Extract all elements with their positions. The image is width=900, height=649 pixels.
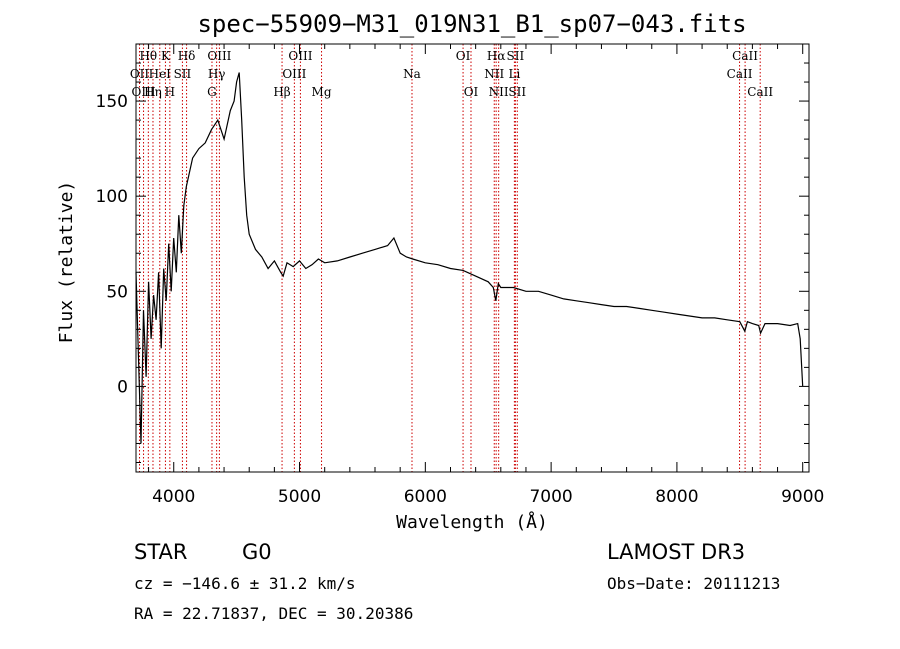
x-axis-label: Wavelength (Å) <box>396 511 548 533</box>
coordinates: RA = 22.71837, DEC = 30.20386 <box>134 604 413 623</box>
marker-label-8: Hδ <box>178 49 196 63</box>
marker-label-4: HeI <box>149 67 172 81</box>
marker-label-27: CaII <box>747 85 773 99</box>
marker-label-3: Hη <box>144 85 162 99</box>
x-tick-label-8000: 8000 <box>655 487 698 507</box>
marker-label-15: Mg <box>312 85 332 99</box>
marker-label-25: CaII <box>727 67 753 81</box>
marker-label-20: Hα <box>487 49 506 63</box>
x-axis-ticks: 4000 5000 6000 7000 8000 9000 <box>148 44 824 507</box>
emission-line-markers <box>139 44 761 472</box>
emission-line-labels: HθOIIOIIIHηHeIKHSIIHδGHγOIIIHβOIIIOIIIMg… <box>130 49 773 99</box>
marker-label-18: OI <box>464 85 479 99</box>
x-tick-label-5000: 5000 <box>278 487 321 507</box>
spectrum-line <box>135 72 804 444</box>
x-tick-label-7000: 7000 <box>529 487 572 507</box>
object-class: STAR <box>134 540 187 564</box>
marker-label-22: Li <box>508 67 520 81</box>
redshift-info: cz = −146.6 ± 31.2 km/s <box>134 574 356 593</box>
marker-label-21: NII <box>489 85 509 99</box>
chart-title: spec−55909−M31_019N31_B1_sp07−043.fits <box>197 10 746 38</box>
marker-label-19: NII <box>484 67 504 81</box>
marker-label-12: Hβ <box>273 85 290 99</box>
x-tick-label-9000: 9000 <box>781 487 824 507</box>
marker-label-26: CaII <box>732 49 758 63</box>
observation-date: Obs−Date: 20111213 <box>607 574 780 593</box>
y-axis-ticks: 0 50 100 150 <box>96 43 809 463</box>
y-tick-label-100: 100 <box>96 187 128 207</box>
plot-frame <box>135 43 810 473</box>
marker-label-1: OII <box>130 67 150 81</box>
object-subclass: G0 <box>242 540 272 564</box>
marker-label-6: H <box>165 85 175 99</box>
x-tick-label-6000: 6000 <box>404 487 447 507</box>
marker-label-14: OIII <box>288 49 312 63</box>
survey-name: LAMOST DR3 <box>607 540 745 564</box>
marker-label-2: OIII <box>132 85 156 99</box>
x-tick-label-4000: 4000 <box>152 487 195 507</box>
y-tick-label-150: 150 <box>96 92 128 112</box>
marker-label-5: K <box>161 49 171 63</box>
marker-label-11: OIII <box>207 49 231 63</box>
marker-label-13: OIII <box>282 67 306 81</box>
marker-label-17: OI <box>456 49 471 63</box>
marker-label-0: Hθ <box>139 49 157 63</box>
y-tick-label-0: 0 <box>117 377 128 397</box>
marker-label-23: SII <box>507 49 525 63</box>
y-axis-label: Flux (relative) <box>56 181 77 344</box>
marker-label-10: Hγ <box>208 67 226 81</box>
marker-label-24: SII <box>508 85 526 99</box>
marker-label-7: SII <box>174 67 192 81</box>
marker-label-16: Na <box>403 67 421 81</box>
y-tick-label-50: 50 <box>106 282 128 302</box>
marker-label-9: G <box>207 85 217 99</box>
